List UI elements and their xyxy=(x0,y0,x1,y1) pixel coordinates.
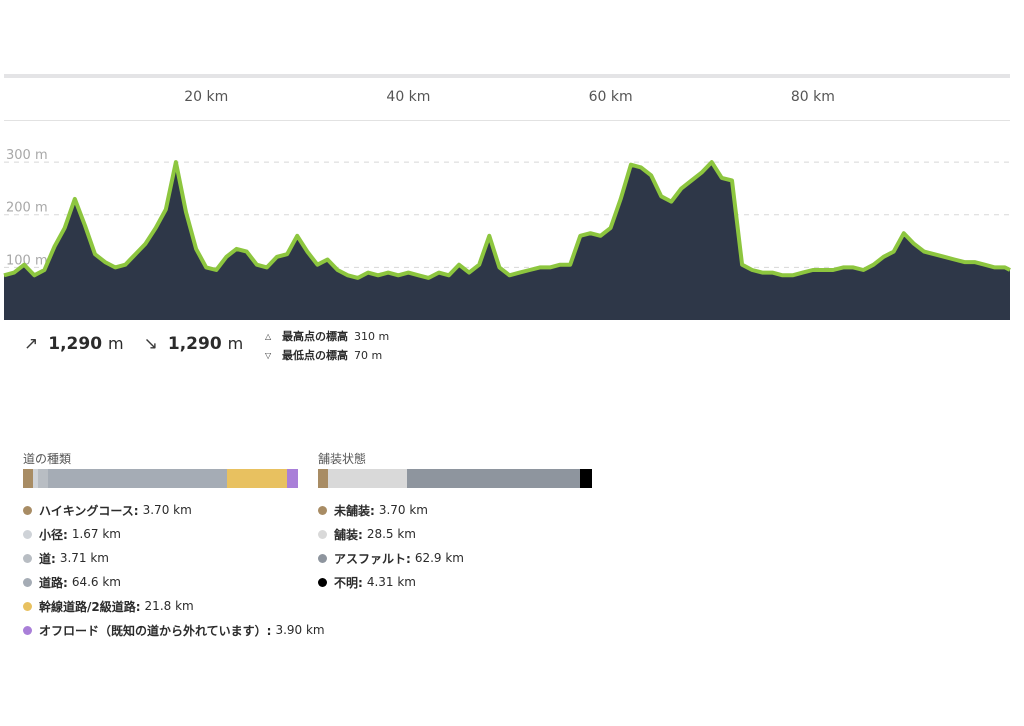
way-type-legend-label: 小径: xyxy=(39,527,68,542)
way-type-legend-item[interactable]: 道: 3.71 km xyxy=(23,546,325,570)
surface-legend-value: 3.70 km xyxy=(378,503,428,517)
way-types-breakdown: 道の種類 ハイキングコース: 3.70 km 小径: 1.67 km 道: 3.71 km… xyxy=(23,450,325,642)
way-type-bar-segment[interactable] xyxy=(226,469,288,488)
surface-bar-segment[interactable] xyxy=(580,469,592,488)
dot-icon xyxy=(318,529,327,539)
surface-bar-segment[interactable] xyxy=(406,469,581,488)
arrow-down-right-icon: ↘ xyxy=(143,334,158,354)
triangle-up-icon: △ xyxy=(265,332,272,341)
dot-icon xyxy=(318,553,327,563)
distance-tick-label: 60 km xyxy=(588,89,633,105)
way-type-legend-value: 21.8 km xyxy=(144,599,194,613)
way-type-legend-item[interactable]: オフロード（既知の道から外れています）: 3.90 km xyxy=(23,618,325,642)
surface-legend-value: 62.9 km xyxy=(414,551,464,565)
way-type-bar-segment[interactable] xyxy=(48,469,227,488)
surface-legend-value: 28.5 km xyxy=(366,527,416,541)
surfaces-bar[interactable] xyxy=(318,469,592,488)
highest-point-value: 310 m xyxy=(354,330,390,343)
surface-legend-item[interactable]: アスファルト: 62.9 km xyxy=(318,546,592,570)
elevation-tick-label: 200 m xyxy=(6,201,48,216)
way-type-bar-segment[interactable] xyxy=(33,469,38,488)
triangle-down-icon: ▽ xyxy=(265,351,272,360)
surface-bar-segment[interactable] xyxy=(318,469,329,488)
surface-legend-label: 不明: xyxy=(334,575,363,590)
way-type-legend-value: 1.67 km xyxy=(71,527,121,541)
gain-loss-stats: ↗ 1,290 m ↘ 1,290 m xyxy=(24,334,243,354)
way-type-bar-segment[interactable] xyxy=(37,469,49,488)
way-type-legend-label: 道: xyxy=(39,551,56,566)
dot-icon xyxy=(23,601,32,611)
way-type-legend-label: ハイキングコース: xyxy=(39,503,139,518)
surfaces-breakdown: 舗装状態 未舗装: 3.70 km 舗装: 28.5 km アスファルト: 62.9 km… xyxy=(318,450,592,594)
elevation-tick-label: 300 m xyxy=(6,148,48,163)
way-type-legend-item[interactable]: 道路: 64.6 km xyxy=(23,570,325,594)
highest-point-row: △ 最高点の標高 310 m xyxy=(265,327,389,346)
dot-icon xyxy=(23,625,32,635)
way-type-legend-item[interactable]: 小径: 1.67 km xyxy=(23,522,325,546)
surfaces-legend: 未舗装: 3.70 km 舗装: 28.5 km アスファルト: 62.9 km 不明: 4.… xyxy=(318,498,592,594)
way-type-legend-item[interactable]: ハイキングコース: 3.70 km xyxy=(23,498,325,522)
way-type-legend-value: 3.70 km xyxy=(142,503,192,517)
way-type-legend-value: 64.6 km xyxy=(71,575,121,589)
way-type-legend-value: 3.71 km xyxy=(59,551,109,565)
ascent-unit: m xyxy=(108,334,124,353)
descent-value: 1,290 xyxy=(167,334,222,354)
dot-icon xyxy=(23,505,32,515)
way-types-title: 道の種類 xyxy=(23,452,72,466)
surface-legend-value: 4.31 km xyxy=(366,575,416,589)
lowest-point-value: 70 m xyxy=(354,349,383,362)
way-type-bar-segment[interactable] xyxy=(287,469,298,488)
distance-tick-label: 40 km xyxy=(386,89,431,105)
descent-unit: m xyxy=(227,334,244,353)
way-type-legend-value: 3.90 km xyxy=(275,623,325,637)
surfaces-title: 舗装状態 xyxy=(318,452,367,466)
surface-legend-label: アスファルト: xyxy=(334,551,411,566)
ascent-value: 1,290 xyxy=(48,334,103,354)
dot-icon xyxy=(318,505,327,515)
lowest-point-label: 最低点の標高 xyxy=(282,349,348,362)
distance-axis: 20 km 40 km 60 km 80 km xyxy=(4,80,1010,120)
surface-legend-item[interactable]: 舗装: 28.5 km xyxy=(318,522,592,546)
top-divider xyxy=(4,74,1010,78)
surface-legend-label: 舗装: xyxy=(334,527,363,542)
surface-legend-item[interactable]: 未舗装: 3.70 km xyxy=(318,498,592,522)
distance-tick-label: 20 km xyxy=(184,89,229,105)
dot-icon xyxy=(23,529,32,539)
surface-bar-segment[interactable] xyxy=(328,469,407,488)
elevation-line xyxy=(3,160,1011,280)
elevation-profile-chart[interactable]: 100 m 200 m 300 m xyxy=(0,120,1024,320)
elevation-tick-label: 100 m xyxy=(6,253,48,268)
way-type-legend-label: オフロード（既知の道から外れています）: xyxy=(39,623,272,638)
dot-icon xyxy=(318,577,327,587)
way-types-legend: ハイキングコース: 3.70 km 小径: 1.67 km 道: 3.71 km 道路: 64… xyxy=(23,498,325,642)
way-type-bar-segment[interactable] xyxy=(23,469,34,488)
distance-tick-label: 80 km xyxy=(790,89,835,105)
lowest-point-row: ▽ 最低点の標高 70 m xyxy=(265,346,389,365)
way-type-legend-label: 幹線道路/2級道路: xyxy=(39,599,141,614)
surface-legend-item[interactable]: 不明: 4.31 km xyxy=(318,570,592,594)
surface-legend-label: 未舗装: xyxy=(334,503,375,518)
way-types-bar[interactable] xyxy=(23,469,298,488)
way-type-legend-label: 道路: xyxy=(39,575,68,590)
dot-icon xyxy=(23,577,32,587)
arrow-up-right-icon: ↗ xyxy=(24,334,39,354)
dot-icon xyxy=(23,553,32,563)
highest-point-label: 最高点の標高 xyxy=(282,330,348,343)
elevation-area xyxy=(4,162,1010,320)
elevation-extremes: △ 最高点の標高 310 m ▽ 最低点の標高 70 m xyxy=(265,327,389,365)
way-type-legend-item[interactable]: 幹線道路/2級道路: 21.8 km xyxy=(23,594,325,618)
